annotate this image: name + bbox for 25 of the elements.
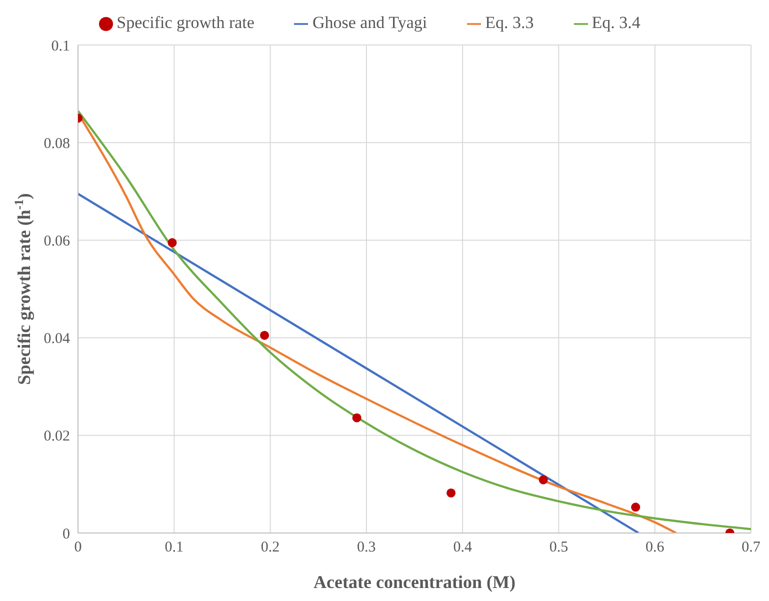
y-tick-label: 0.06 — [44, 234, 70, 250]
point — [352, 413, 362, 422]
point — [168, 238, 177, 248]
x-tick-label: 0.4 — [453, 540, 472, 556]
legend-label: Eq. 3.4 — [592, 13, 640, 32]
x-tick-label: 0.5 — [549, 540, 568, 556]
point — [538, 475, 548, 484]
point — [260, 330, 270, 340]
y-tick-label: 0.08 — [44, 136, 70, 152]
x-tick-label: 0.3 — [357, 540, 376, 556]
legend-label: Specific growth rate — [116, 13, 254, 32]
x-tick-label: 0.2 — [260, 540, 280, 556]
y-tick-label: 0.02 — [44, 428, 70, 445]
legend-label: Ghose and Tyagi — [312, 13, 428, 32]
y-tick-label: 0 — [62, 526, 70, 542]
x-tick-label: 0.1 — [164, 540, 184, 556]
x-axis-title: Acetate concentration (M) — [314, 572, 516, 592]
point — [631, 502, 640, 512]
y-tick-label: 0.1 — [51, 38, 70, 54]
x-tick-label: 0.7 — [742, 540, 761, 556]
y-tick-label: 0.04 — [44, 331, 70, 348]
point — [446, 488, 456, 498]
x-tick-label: 0.6 — [645, 540, 665, 556]
legend-label: Eq. 3.3 — [485, 13, 534, 32]
x-tick-label: 0 — [74, 540, 82, 556]
